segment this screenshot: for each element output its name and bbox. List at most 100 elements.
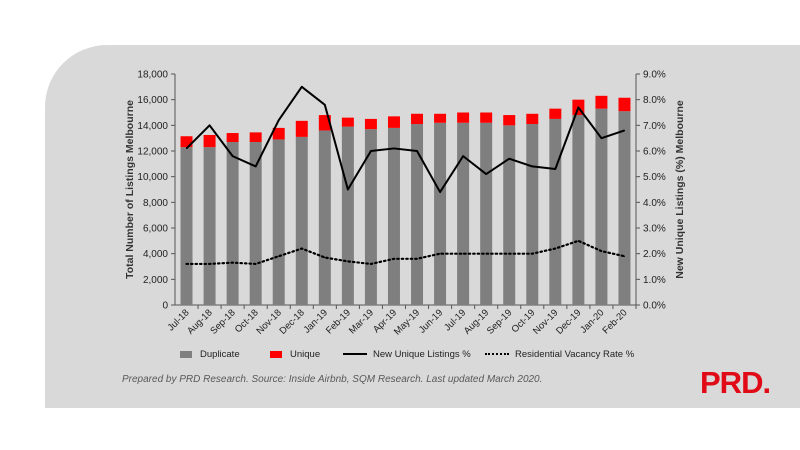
line-residential-vacancy-rate-point: [393, 258, 395, 260]
bar-unique: [318, 115, 331, 131]
legend-label-new-unique-listings: New Unique Listings %: [373, 348, 471, 360]
x-tick-label: Feb-19: [324, 307, 353, 336]
line-new-unique-listings-point: [370, 150, 372, 152]
bar-unique: [549, 108, 562, 119]
bar-unique: [526, 113, 539, 125]
bar-duplicate: [180, 147, 193, 305]
line-new-unique-listings-point: [416, 150, 418, 152]
bar-duplicate: [572, 115, 585, 305]
line-new-unique-listings-point: [623, 129, 626, 132]
line-residential-vacancy-rate-point: [255, 263, 257, 265]
legend-item-new-unique-listings: New Unique Listings %: [343, 347, 471, 361]
y-tick-label-right: 3.0%: [643, 224, 666, 235]
bar-duplicate: [434, 122, 447, 306]
legend-item-vacancy-rate: Residential Vacancy Rate %: [485, 347, 634, 361]
y-tick-label-right: 8.0%: [643, 95, 666, 106]
line-new-unique-listings-point: [324, 104, 326, 106]
bar-duplicate: [249, 142, 262, 305]
legend-swatch-vacancy-rate: [485, 353, 509, 355]
bar-unique: [203, 134, 216, 148]
legend-label-vacancy-rate: Residential Vacancy Rate %: [515, 348, 635, 360]
y-tick-label-right: 9.0%: [643, 70, 666, 81]
y-tick-label-left: 10,000: [137, 172, 168, 183]
line-new-unique-listings-point: [393, 147, 395, 150]
y-tick-label-right: 1.0%: [643, 275, 666, 286]
bar-unique: [180, 136, 193, 148]
line-new-unique-listings-point: [600, 137, 603, 139]
line-new-unique-listings-point: [508, 158, 510, 160]
bar-unique: [503, 115, 516, 126]
line-residential-vacancy-rate-point: [324, 256, 326, 259]
legend: Duplicate Unique New Unique Listings % R…: [180, 347, 650, 363]
line-residential-vacancy-rate-point: [347, 260, 349, 262]
line-new-unique-listings-point: [531, 165, 533, 167]
line-residential-vacancy-rate: [185, 239, 626, 266]
bar-duplicate: [341, 126, 354, 305]
bar-duplicate: [526, 124, 539, 305]
line-new-unique-listings-point: [347, 188, 349, 191]
x-tick-label: Mar-19: [347, 307, 376, 336]
line-new-unique-listings-point: [278, 119, 280, 121]
line-residential-vacancy-rate-point: [485, 253, 487, 255]
y-tick-label-left: 0: [162, 301, 168, 312]
x-tick-label: Jun-19: [417, 307, 445, 335]
line-residential-vacancy-rate-point: [278, 255, 280, 257]
bar-duplicate: [203, 147, 216, 305]
line-residential-vacancy-rate-point: [370, 263, 372, 265]
legend-swatch-duplicate: [180, 350, 192, 358]
y-tick-label-left: 4,000: [143, 249, 168, 260]
line-residential-vacancy-rate-point: [623, 255, 626, 257]
line-residential-vacancy-rate-point: [531, 253, 533, 255]
x-tick-label: Nov-19: [531, 307, 560, 336]
line-new-unique-listings-point: [577, 106, 579, 108]
line-new-unique-listings-point: [462, 155, 464, 157]
line-residential-vacancy-rate-point: [416, 258, 418, 260]
line-new-unique-listings-point: [255, 165, 257, 167]
line-residential-vacancy-rate-point: [208, 263, 211, 265]
bar-duplicate: [503, 125, 516, 305]
line-new-unique-listings-point: [232, 155, 234, 157]
y-tick-label-right: 5.0%: [643, 172, 666, 183]
bar-duplicate: [457, 122, 470, 306]
line-residential-vacancy-rate-point: [577, 240, 579, 242]
line-residential-vacancy-rate-point: [232, 262, 234, 264]
line-residential-vacancy-rate-point: [301, 247, 303, 250]
bar-duplicate: [549, 118, 562, 306]
line-new-unique-listings-point: [301, 86, 303, 88]
bar-unique: [387, 116, 400, 128]
bar-duplicate: [387, 127, 400, 306]
source-footnote: Prepared by PRD Research. Source: Inside…: [122, 374, 543, 385]
y-tick-label-left: 14,000: [137, 121, 168, 132]
legend-swatch-new-unique-listings: [343, 353, 367, 355]
bar-duplicate: [295, 136, 308, 305]
y-tick-label-left: 8,000: [143, 198, 168, 209]
line-new-unique-listings: [185, 85, 625, 194]
line-residential-vacancy-rate-point: [185, 263, 188, 265]
bar-duplicate: [364, 129, 377, 305]
bar-unique: [226, 133, 239, 143]
bar-unique: [249, 132, 262, 143]
x-tick-label: Dec-19: [554, 307, 583, 336]
bar-duplicate: [226, 142, 239, 305]
y-tick-label-left: 6,000: [143, 224, 168, 235]
bar-duplicate: [272, 139, 285, 305]
line-residential-vacancy-rate-point: [439, 253, 441, 255]
y-tick-label-right: 4.0%: [643, 198, 666, 209]
legend-label-duplicate: Duplicate: [200, 348, 240, 360]
x-tick-label: Dec-18: [277, 307, 306, 336]
y-tick-label-left: 12,000: [137, 147, 168, 158]
legend-swatch-unique: [270, 350, 282, 358]
y-axis-left-title: Total Number of Listings Melbourne: [124, 100, 136, 279]
y-tick-label-left: 2,000: [143, 275, 168, 286]
line-new-unique-listings-point: [554, 168, 556, 170]
bar-unique: [618, 97, 631, 112]
line-new-unique-listings-point: [439, 191, 441, 193]
bar-duplicate: [411, 124, 424, 305]
x-tick-label: Feb-20: [601, 307, 630, 336]
line-residential-vacancy-rate-point: [508, 253, 510, 255]
bar-unique: [457, 112, 470, 123]
x-tick-label: Nov-18: [254, 307, 283, 336]
line-new-unique-listings-point: [485, 173, 487, 175]
legend-item-unique: Unique: [270, 347, 320, 361]
